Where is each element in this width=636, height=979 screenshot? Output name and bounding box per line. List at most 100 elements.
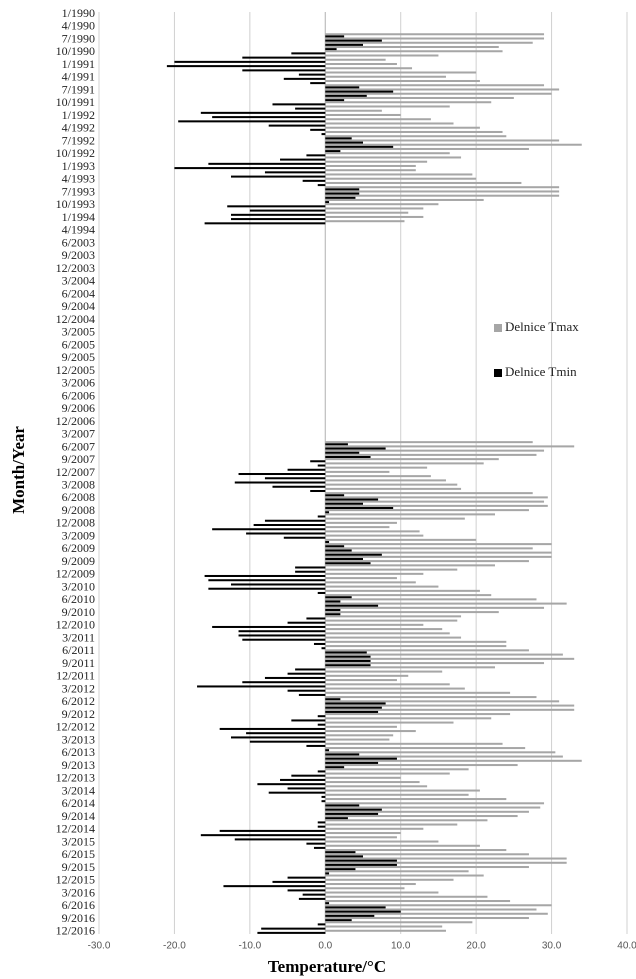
bar	[325, 806, 541, 809]
bar	[208, 579, 326, 582]
bar	[325, 861, 567, 864]
bar	[325, 118, 431, 121]
bar	[317, 715, 326, 718]
bar	[325, 613, 341, 616]
bar	[325, 857, 567, 860]
y-tick-label: 6/2003	[62, 235, 95, 249]
bar	[291, 719, 326, 722]
y-axis-title: Month/Year	[9, 426, 28, 514]
bar	[200, 834, 326, 837]
bar	[310, 128, 326, 131]
bar	[325, 649, 529, 652]
y-tick-label: 12/2009	[56, 567, 95, 581]
bar	[325, 776, 401, 779]
bar	[325, 798, 507, 801]
y-tick-label: 4/1994	[62, 223, 95, 237]
legend-marker	[494, 369, 502, 377]
bar	[325, 521, 397, 524]
x-tick-label: 20.0	[466, 941, 486, 952]
bar	[280, 158, 326, 161]
bar	[325, 734, 394, 737]
bar	[325, 201, 330, 204]
bar	[283, 536, 326, 539]
bar	[325, 160, 428, 163]
bar	[325, 445, 575, 448]
bar	[325, 908, 537, 911]
y-tick-label: 9/2003	[62, 248, 95, 262]
bar	[325, 793, 469, 796]
bar	[295, 668, 326, 671]
bar	[242, 69, 326, 72]
bar	[325, 538, 477, 541]
y-tick-label: 10/1990	[56, 44, 95, 58]
y-tick-label: 9/2009	[62, 554, 95, 568]
y-tick-label: 12/2004	[56, 312, 95, 326]
bar	[223, 885, 326, 888]
bar	[325, 122, 454, 125]
y-tick-label: 6/2014	[62, 796, 95, 810]
y-tick-label: 6/2004	[62, 286, 95, 300]
bar	[325, 557, 363, 560]
bar	[174, 60, 326, 63]
bar	[325, 506, 394, 510]
bar	[325, 870, 469, 873]
y-tick-label: 6/2012	[62, 694, 95, 708]
y-tick-label: 3/2011	[62, 630, 95, 644]
bar	[321, 133, 326, 136]
bar	[272, 485, 326, 488]
y-tick-label: 3/2006	[62, 376, 95, 390]
bar	[295, 570, 326, 573]
bar	[325, 804, 360, 807]
bar	[325, 702, 386, 705]
bar	[325, 562, 371, 565]
bar	[325, 553, 382, 556]
bar	[325, 900, 511, 903]
bar	[325, 181, 522, 184]
legend-label: Delnice Tmax	[505, 319, 579, 334]
bar	[325, 713, 511, 716]
bar	[325, 130, 503, 133]
bar	[231, 218, 326, 221]
bar	[325, 494, 345, 497]
bar	[325, 88, 560, 91]
bar	[231, 736, 326, 739]
bar	[317, 184, 326, 187]
bar	[287, 889, 326, 892]
bar	[298, 73, 326, 76]
bar	[204, 574, 326, 577]
bar	[325, 451, 360, 454]
bar	[291, 774, 326, 777]
y-tick-label: 9/2015	[62, 860, 95, 874]
bar	[325, 577, 397, 580]
bar	[200, 111, 326, 114]
bar	[325, 513, 495, 516]
bar	[325, 789, 480, 792]
bar	[325, 92, 552, 95]
bar	[317, 923, 326, 926]
bar	[272, 880, 326, 883]
bar	[287, 876, 326, 879]
bar	[325, 188, 360, 191]
bar	[325, 113, 401, 116]
bar	[325, 855, 363, 858]
bar	[325, 589, 480, 592]
bar	[325, 632, 450, 635]
bar	[268, 124, 326, 127]
bar	[287, 621, 326, 624]
bar	[325, 41, 533, 44]
y-tick-label: 12/2013	[56, 771, 95, 785]
bar	[317, 464, 326, 467]
y-tick-label: 9/2013	[62, 758, 95, 772]
bar	[325, 666, 495, 669]
bar	[325, 198, 484, 201]
bar	[231, 583, 326, 586]
bar	[280, 778, 326, 781]
bar	[325, 504, 548, 507]
bar	[208, 587, 326, 590]
bar	[325, 135, 507, 138]
y-tick-label: 7/1990	[62, 31, 95, 45]
bar	[325, 105, 450, 108]
bar	[325, 594, 492, 597]
y-tick-label: 6/2015	[62, 847, 95, 861]
